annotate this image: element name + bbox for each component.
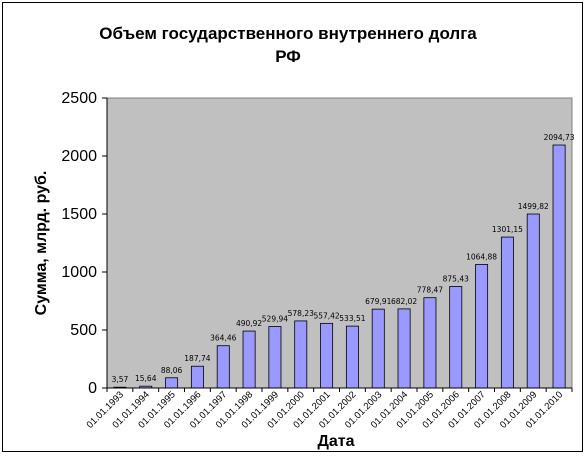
y-axis-ticks: 0 500 1000 1500 2000 2500 — [61, 90, 107, 397]
data-label: 3,57 — [112, 375, 129, 384]
plot-area — [106, 97, 573, 389]
bar-01.01.1999 — [268, 326, 282, 389]
bar-01.01.2001 — [320, 322, 334, 389]
data-label: 557,42 — [313, 311, 339, 320]
bar-01.01.1998 — [242, 330, 256, 389]
chart-title-line-1: Объем государственного внутреннего долга — [99, 24, 477, 43]
bar-01.01.2002 — [345, 325, 359, 389]
y-tick-label: 1500 — [61, 206, 97, 223]
data-label: 1301,15 — [492, 225, 523, 234]
data-label: 533,51 — [339, 314, 365, 323]
x-axis-title: Дата — [317, 433, 354, 450]
bar-01.01.2003 — [371, 308, 385, 389]
y-tick-label: 0 — [88, 380, 97, 397]
y-axis-title: Сумма, млрд. руб. — [33, 171, 50, 316]
bar-01.01.2004 — [397, 308, 411, 389]
y-tick-label: 500 — [70, 322, 97, 339]
bar-01.01.2000 — [294, 320, 308, 389]
data-label: 364,46 — [210, 334, 236, 343]
data-label: 1064,88 — [466, 252, 497, 261]
data-label: 778,47 — [417, 286, 443, 295]
bar-01.01.1995 — [165, 377, 179, 389]
bar-01.01.2009 — [526, 213, 540, 389]
data-label: 187,74 — [184, 354, 210, 363]
data-label: 15,64 — [135, 374, 157, 383]
y-tick-label: 2000 — [61, 148, 97, 165]
y-tick-label: 1000 — [61, 264, 97, 281]
bar-01.01.1997 — [216, 345, 230, 389]
data-label: 578,23 — [288, 309, 314, 318]
bar-01.01.2006 — [449, 286, 463, 389]
bar-01.01.2005 — [423, 297, 437, 389]
chart-title-line-2: РФ — [275, 47, 301, 66]
bar-01.01.2010 — [552, 144, 566, 389]
data-label: 679,91 — [365, 297, 391, 306]
data-label: 490,92 — [236, 319, 262, 328]
data-label: 88,06 — [161, 366, 183, 375]
data-label: 875,43 — [443, 274, 469, 283]
data-label: 2094,73 — [544, 133, 575, 142]
data-label: 529,94 — [262, 315, 288, 324]
bar-01.01.2007 — [475, 264, 489, 389]
bar-01.01.2008 — [500, 236, 514, 389]
bars — [113, 144, 566, 389]
data-label: 682,02 — [391, 297, 417, 306]
x-axis-ticks: 01.01.199301.01.199401.01.199501.01.1996… — [85, 388, 573, 431]
bar-01.01.1996 — [190, 365, 204, 389]
data-label: 1499,82 — [518, 202, 549, 211]
y-tick-label: 2500 — [61, 90, 97, 107]
